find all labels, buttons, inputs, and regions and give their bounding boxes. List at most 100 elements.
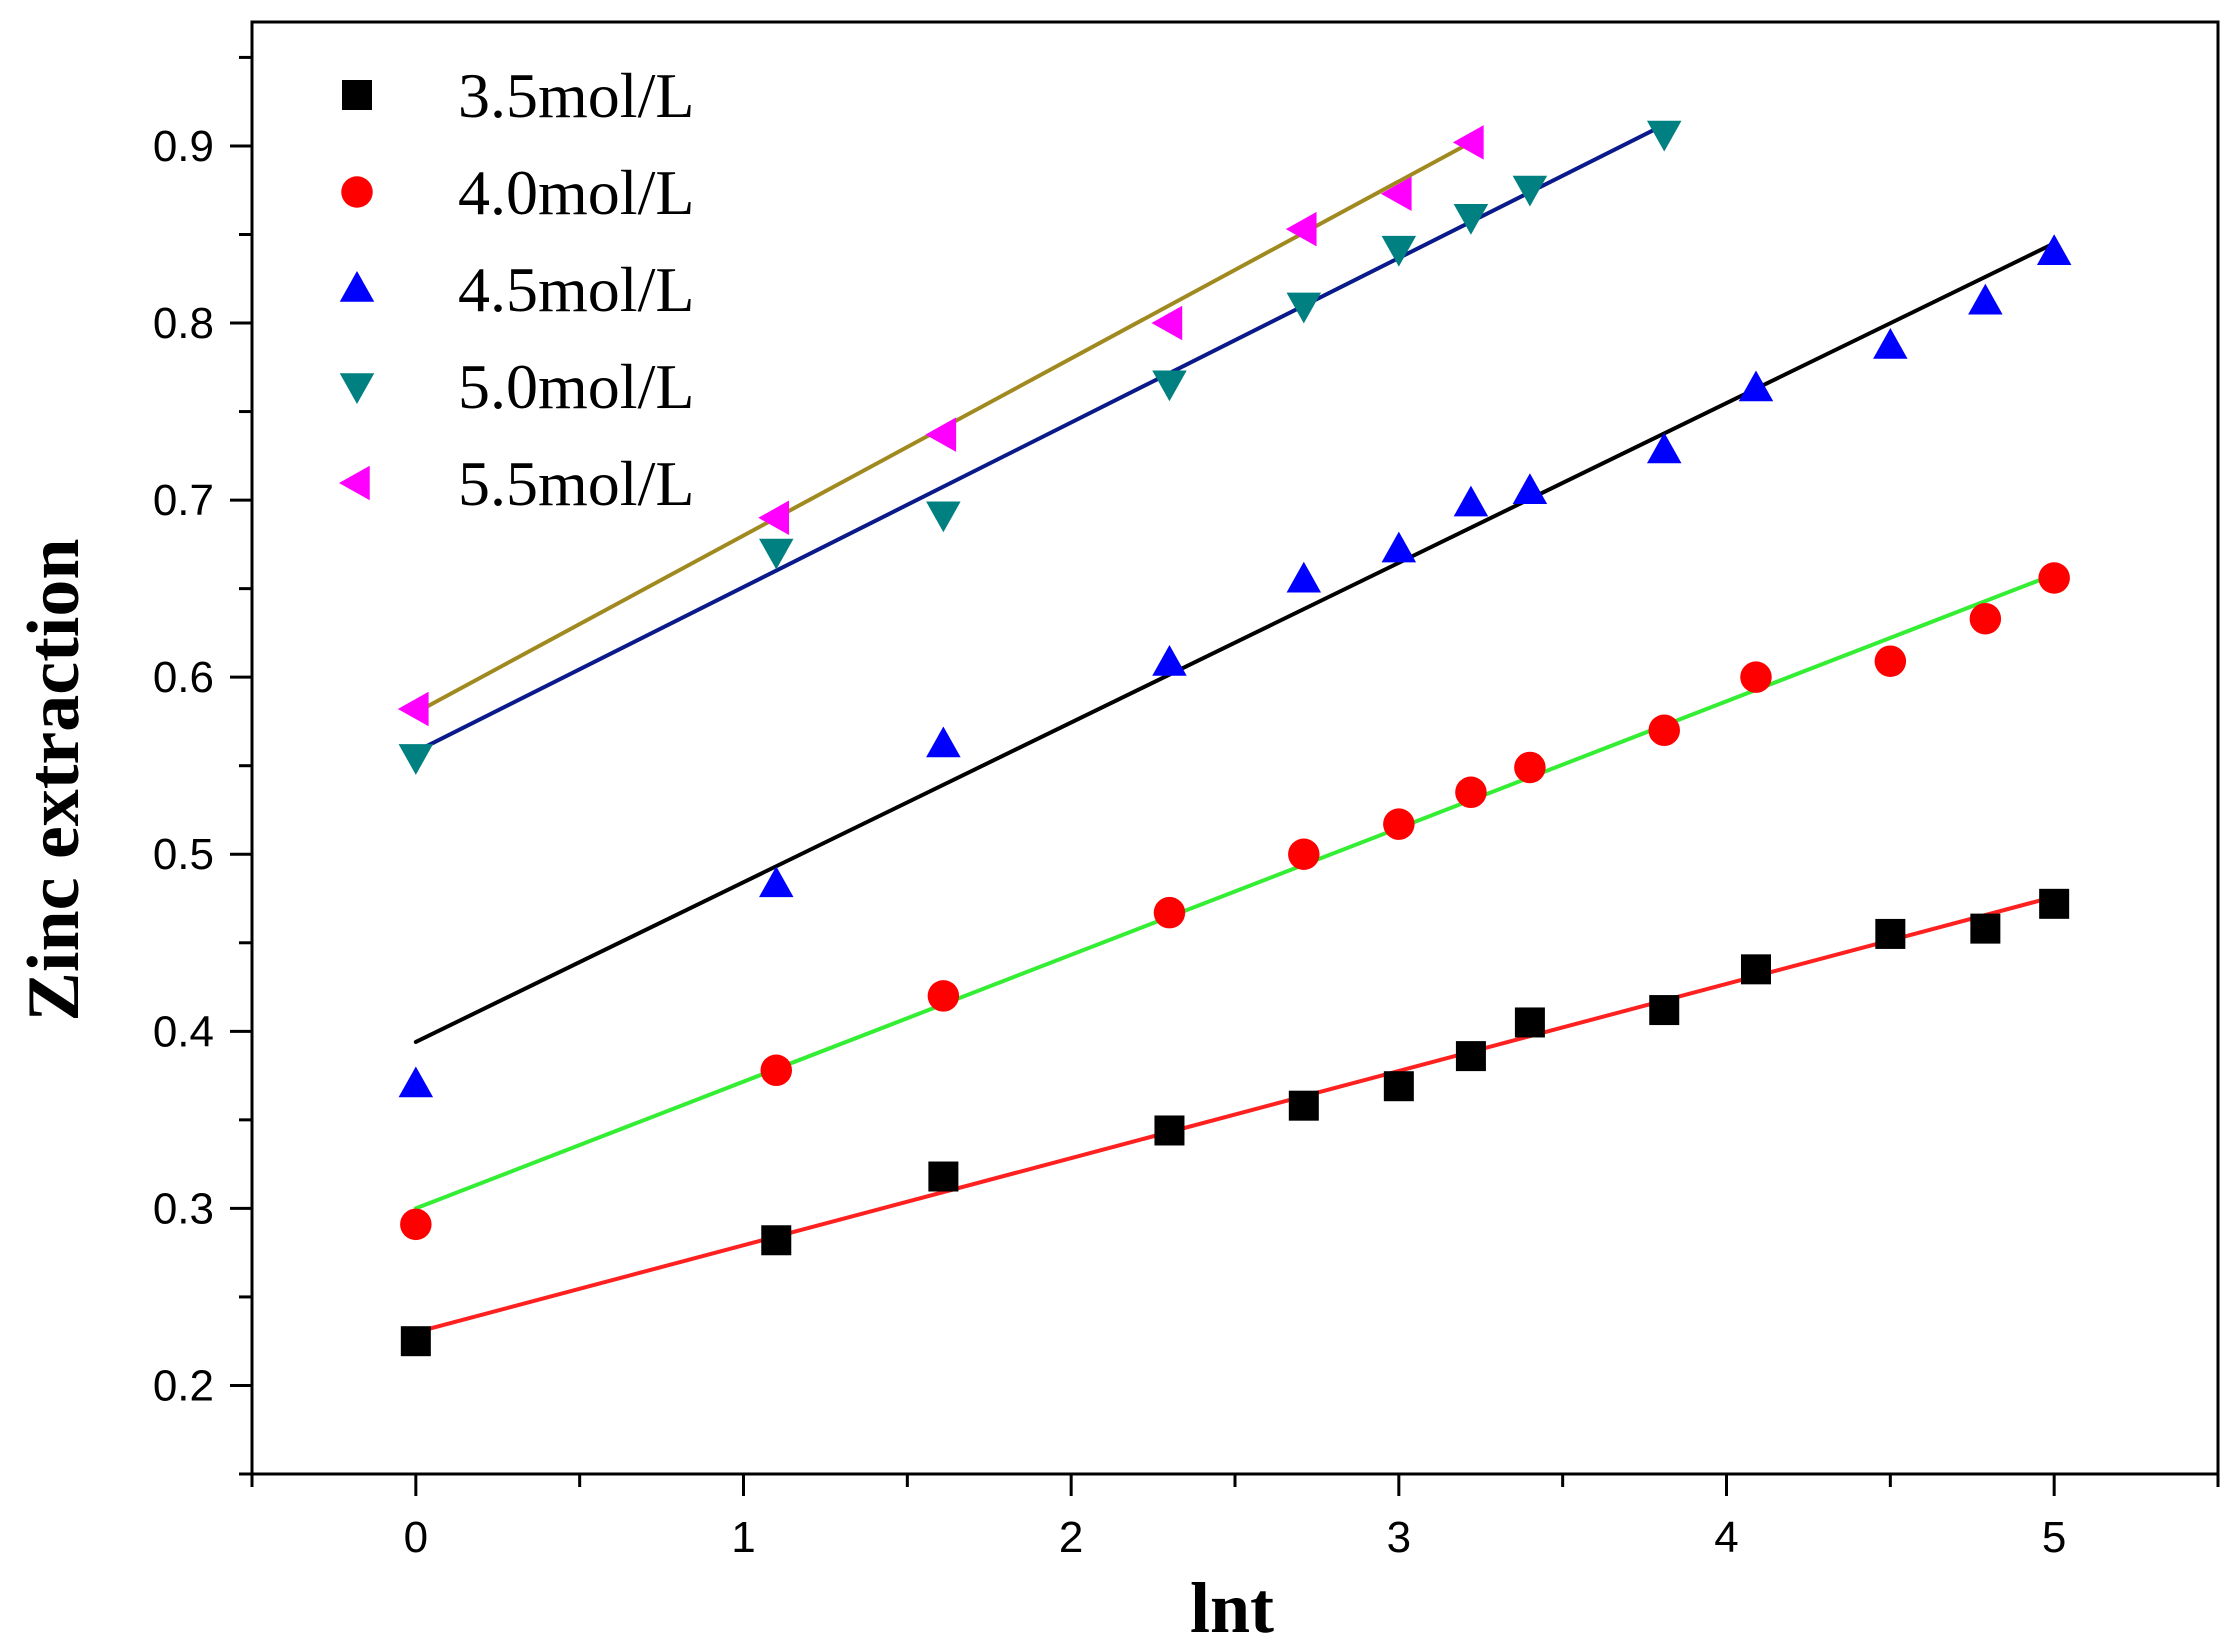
legend-label: 4.0mol/L — [458, 157, 694, 228]
y-tick-label: 0.5 — [153, 830, 214, 879]
data-point — [1455, 1041, 1486, 1072]
legend-item: 3.5mol/L — [342, 60, 694, 131]
data-point — [1740, 954, 1771, 985]
data-point — [1152, 645, 1187, 676]
legend-marker — [342, 80, 372, 110]
y-tick-label: 0.8 — [153, 299, 214, 348]
data-point — [1152, 370, 1187, 402]
data-point — [1288, 1090, 1319, 1121]
y-axis-title: Zinc extraction — [13, 539, 95, 1022]
data-point — [1383, 1071, 1414, 1102]
data-point — [1740, 661, 1772, 693]
data-point — [400, 1326, 431, 1357]
data-point — [925, 417, 957, 452]
legend-marker — [341, 176, 373, 208]
data-point — [398, 744, 434, 775]
y-axis: 0.2 0.3 0.4 0.5 0.6 0.7 0.8 0.9 — [153, 55, 252, 1476]
data-point — [1288, 838, 1320, 870]
data-point — [398, 1066, 434, 1098]
fit-line-series-4 — [413, 122, 1667, 754]
data-point — [1453, 485, 1489, 517]
legend-marker — [339, 373, 375, 404]
data-point — [2038, 562, 2070, 594]
legend: 3.5mol/L 4.0mol/L 4.5mol/L 5.0mol/L 5.5mol/L — [339, 60, 694, 519]
data-point — [1153, 896, 1186, 929]
data-point — [1383, 808, 1415, 840]
data-point — [1514, 751, 1546, 784]
data-point — [1381, 531, 1417, 563]
data-point — [1649, 995, 1680, 1026]
y-tick-label: 0.9 — [153, 122, 214, 171]
data-point — [1512, 175, 1548, 207]
data-point — [1873, 328, 1908, 359]
data-point — [759, 538, 794, 570]
legend-item: 5.0mol/L — [339, 351, 694, 422]
series-4-markers — [398, 120, 1682, 775]
data-point — [397, 691, 429, 727]
fit-lines — [413, 122, 2057, 1335]
x-tick-label: 1 — [731, 1513, 755, 1562]
data-point — [1512, 473, 1548, 504]
data-point — [1968, 283, 2003, 315]
x-tick-label: 5 — [2042, 1513, 2066, 1562]
data-point — [759, 866, 794, 898]
data-point — [1874, 645, 1907, 677]
data-point — [1455, 776, 1487, 809]
fit-line-series-1 — [413, 894, 2057, 1335]
legend-label: 4.5mol/L — [458, 254, 694, 325]
legend-marker — [339, 271, 375, 302]
y-tick-label: 0.7 — [153, 476, 214, 525]
y-tick-label: 0.3 — [153, 1184, 214, 1233]
x-tick-label: 4 — [1714, 1513, 1738, 1562]
fit-line-series-2 — [413, 572, 2057, 1211]
y-tick-label: 0.4 — [153, 1007, 214, 1056]
series-3-markers — [398, 234, 2072, 1098]
y-tick-label: 0.2 — [153, 1361, 214, 1410]
legend-item: 5.5mol/L — [339, 448, 694, 519]
legend-marker — [339, 465, 370, 501]
data-point — [1154, 1115, 1185, 1146]
data-point — [1738, 370, 1774, 402]
legend-label: 5.5mol/L — [458, 448, 694, 519]
data-point — [1286, 292, 1322, 324]
x-tick-label: 3 — [1387, 1513, 1411, 1562]
data-point — [1648, 714, 1680, 747]
x-axis-title: lnt — [1190, 1568, 1274, 1645]
data-point — [1453, 204, 1489, 235]
x-tick-label: 0 — [404, 1513, 428, 1562]
legend-item: 4.5mol/L — [339, 254, 694, 325]
y-tick-label: 0.6 — [153, 653, 214, 702]
data-point — [1514, 1007, 1545, 1038]
data-point — [1285, 211, 1317, 247]
data-point — [927, 980, 960, 1012]
series-1-markers — [400, 888, 2070, 1357]
data-point — [400, 1208, 432, 1241]
series-5-markers — [397, 125, 1484, 727]
data-point — [1452, 125, 1484, 160]
x-tick-label: 2 — [1059, 1513, 1083, 1562]
data-markers — [397, 120, 2072, 1357]
data-point — [1969, 602, 2002, 635]
data-point — [1286, 561, 1322, 593]
data-point — [926, 501, 961, 533]
data-point — [1381, 235, 1417, 267]
data-point — [1380, 176, 1412, 212]
fit-line-series-3 — [413, 241, 2057, 1044]
plot-frame — [250, 20, 2220, 1476]
data-point — [1646, 432, 1682, 464]
legend-label: 3.5mol/L — [458, 60, 694, 131]
series-2-markers — [400, 562, 2070, 1241]
x-axis: 0 1 2 3 4 5 — [250, 1474, 2220, 1562]
data-point — [928, 1161, 959, 1192]
data-point — [1970, 913, 2001, 944]
data-point — [758, 500, 790, 536]
data-point — [1646, 120, 1682, 152]
data-point — [1875, 918, 1906, 949]
data-point — [2036, 234, 2072, 265]
legend-item: 4.0mol/L — [341, 157, 694, 228]
legend-label: 5.0mol/L — [458, 351, 694, 422]
data-point — [1151, 305, 1183, 341]
data-point — [926, 726, 961, 758]
data-point — [761, 1225, 792, 1256]
